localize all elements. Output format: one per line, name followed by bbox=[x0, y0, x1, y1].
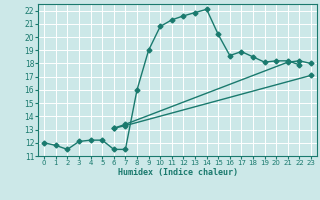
X-axis label: Humidex (Indice chaleur): Humidex (Indice chaleur) bbox=[118, 168, 238, 177]
